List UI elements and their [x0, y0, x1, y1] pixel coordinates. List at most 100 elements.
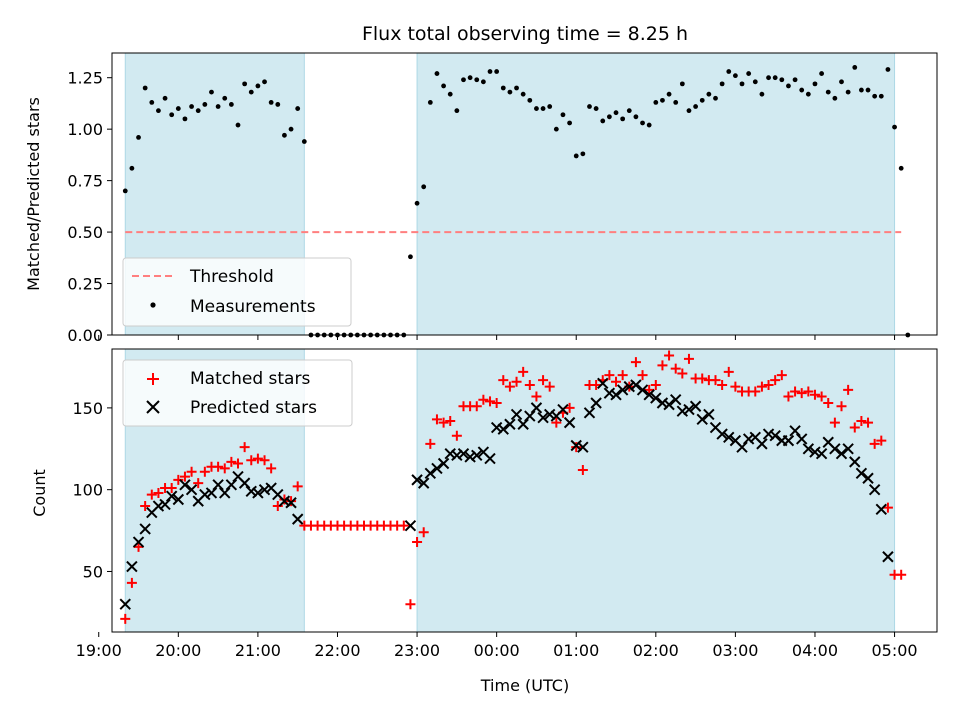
chart-title: Flux total observing time = 8.25 h	[362, 23, 688, 45]
predicted-star-marker	[437, 457, 450, 470]
measurement-point	[447, 91, 453, 97]
measurement-point	[845, 89, 851, 95]
top-panel: 0.00 0.25 0.50 0.75 1.00 1.25 Matched/Predict…	[24, 52, 938, 345]
matched-star-marker	[816, 391, 827, 402]
matched-star-marker	[677, 368, 688, 379]
predicted-star-marker	[683, 403, 695, 416]
matched-star-marker	[604, 370, 615, 381]
x-tick-label: 05:00	[872, 641, 918, 660]
predicted-star-marker	[543, 408, 556, 421]
predicted-star-marker	[285, 497, 297, 509]
matched-star-marker	[882, 502, 893, 513]
predicted-star-marker	[849, 456, 861, 468]
y-tick-label: 50	[83, 562, 103, 581]
measurement-point	[673, 100, 679, 105]
matched-star-marker	[849, 422, 860, 433]
predicted-star-marker	[245, 485, 257, 498]
measurement-point	[686, 108, 692, 114]
measurement-point	[865, 87, 871, 93]
matched-star-marker	[776, 370, 787, 381]
measurement-point	[248, 89, 254, 95]
measurement-point	[819, 71, 825, 76]
measurement-point	[122, 188, 128, 194]
measurement-point	[699, 97, 705, 103]
measurement-point	[746, 71, 752, 76]
measurement-point	[732, 73, 738, 79]
predicted-star-marker	[238, 477, 251, 489]
predicted-star-marker	[696, 413, 708, 426]
measurement-point	[189, 104, 194, 109]
legend-measurements-label: Measurements	[190, 297, 316, 317]
predicted-star-marker	[630, 379, 642, 391]
measurement-point	[646, 122, 652, 128]
predicted-star-marker	[451, 449, 463, 462]
measurement-point	[660, 97, 665, 103]
predicted-star-marker	[139, 523, 151, 535]
predicted-star-marker	[490, 421, 503, 434]
matched-star-marker	[823, 397, 834, 408]
measurement-point	[414, 200, 420, 206]
measurement-point	[454, 108, 460, 114]
measurement-point	[408, 254, 413, 260]
predicted-star-marker	[597, 377, 609, 390]
matched-star-marker	[756, 381, 767, 392]
matched-star-marker	[803, 386, 814, 397]
matched-star-marker	[219, 463, 230, 474]
matched-star-marker	[670, 363, 681, 374]
x-tick-label: 21:00	[235, 641, 281, 660]
matched-star-marker	[524, 379, 535, 390]
top-y-ticks: 0.00 0.25 0.50 0.75 1.00 1.25	[67, 69, 112, 345]
predicted-star-marker	[829, 443, 841, 455]
matched-star-marker	[863, 417, 874, 428]
measurement-point	[175, 106, 181, 111]
matched-star-marker	[531, 391, 542, 402]
predicted-star-marker	[185, 483, 198, 496]
matched-star-marker	[412, 537, 423, 548]
matched-star-marker	[770, 375, 781, 386]
x-tick-label: 19:00	[76, 641, 122, 660]
predicted-star-marker	[623, 380, 635, 393]
matched-star-marker	[783, 391, 794, 402]
bottom-plot-frame	[111, 348, 938, 633]
matched-star-marker	[438, 417, 449, 428]
matched-star-marker	[809, 389, 820, 400]
predicted-star-marker	[424, 467, 437, 480]
measurement-point	[752, 79, 758, 85]
predicted-star-marker	[782, 434, 795, 447]
matched-star-marker	[577, 465, 588, 476]
x-tick-label: 22:00	[314, 641, 360, 660]
measurement-point	[149, 100, 155, 105]
matched-star-marker	[750, 386, 761, 397]
matched-star-marker	[233, 458, 244, 469]
measurement-point	[255, 83, 261, 89]
matched-star-marker	[697, 373, 708, 384]
matched-star-marker	[829, 417, 840, 428]
measurement-point	[461, 77, 466, 83]
matched-star-marker	[664, 350, 675, 361]
top-plot-frame	[111, 52, 938, 336]
predicted-star-marker	[132, 536, 145, 548]
measurement-point	[427, 100, 433, 105]
measurement-point	[779, 77, 785, 83]
x-tick-label: 02:00	[633, 641, 679, 660]
predicted-star-marker	[610, 389, 622, 401]
measurement-point	[421, 184, 427, 190]
measurement-point	[799, 87, 805, 93]
predicted-star-marker	[504, 418, 516, 430]
matched-star-marker	[717, 379, 728, 390]
predicted-star-marker	[431, 462, 443, 475]
measurement-point	[228, 102, 234, 107]
predicted-star-marker	[669, 394, 682, 406]
predicted-stars-points	[119, 377, 894, 610]
measurement-point	[839, 79, 844, 85]
measurement-point	[852, 65, 858, 70]
matched-star-marker	[657, 360, 668, 371]
measurement-point	[812, 81, 818, 87]
bottom-x-ticks: 19:00 20:00 21:00 22:00 23:00 00:00 01:00 02:00…	[76, 632, 918, 660]
measurement-point	[467, 75, 473, 81]
measurement-point	[885, 67, 891, 72]
measurement-point	[242, 81, 248, 87]
measurement-point	[832, 95, 838, 101]
y-tick-label: 0.00	[67, 326, 103, 345]
